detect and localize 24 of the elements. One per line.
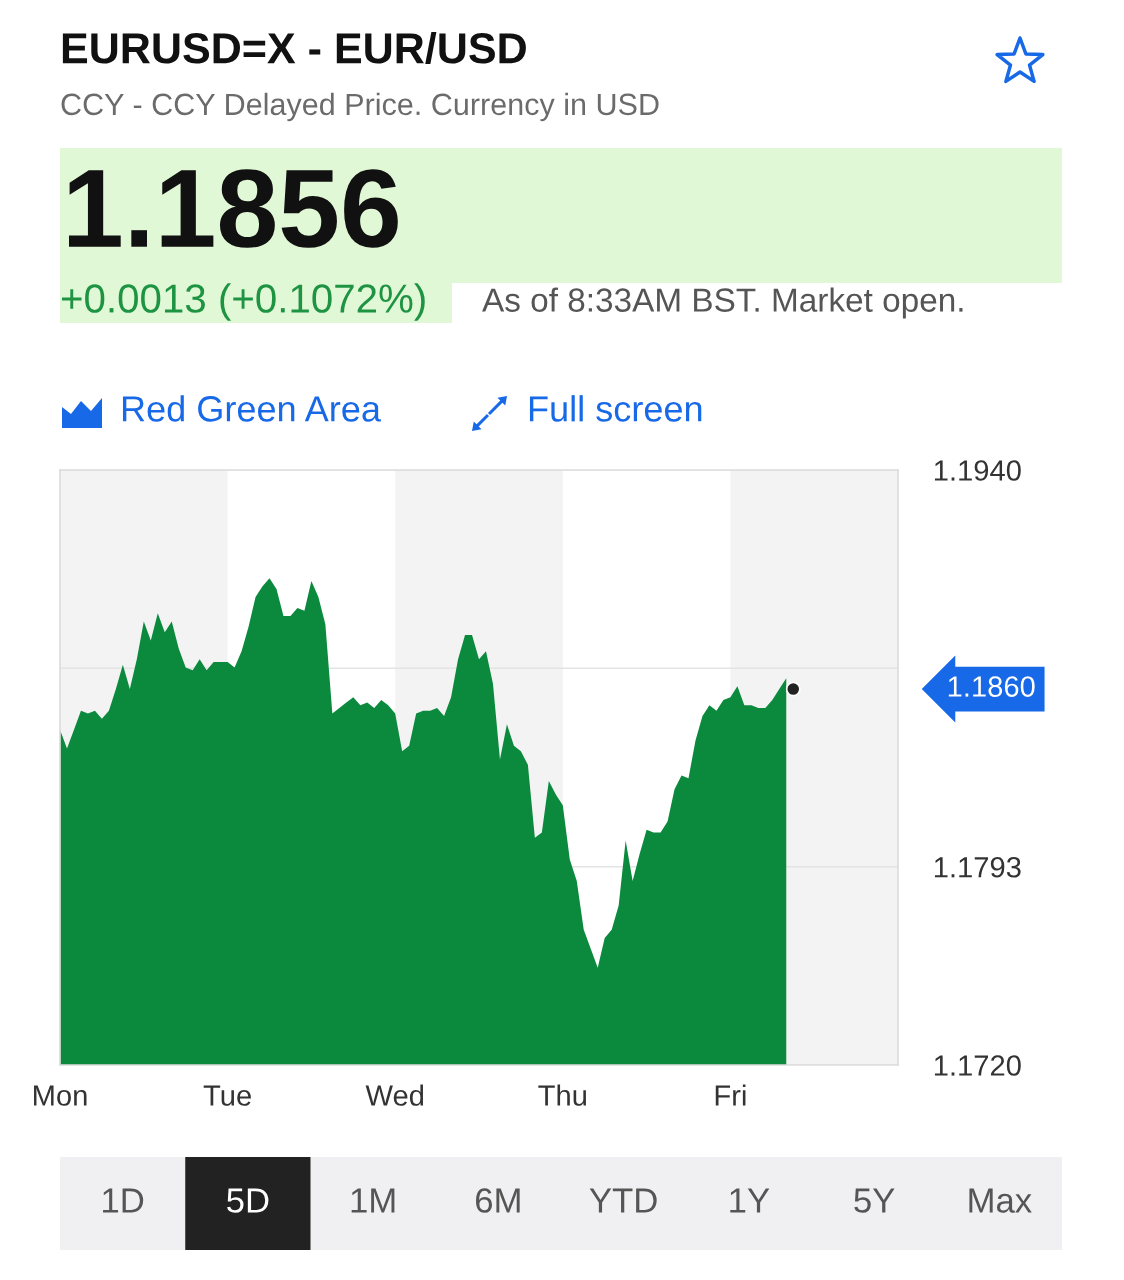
text: 6M — [476, 1188, 520, 1213]
text: 1D — [103, 1188, 144, 1213]
x-tick-label: Mon — [34, 1085, 87, 1106]
text: +0.0013 (+0.1072%) — [61, 283, 425, 321]
chart-subtitle: CCY - CCY Delayed Price. Currency in USD — [61, 92, 659, 122]
chart-title: EURUSD=X - EUR/USD — [62, 31, 526, 64]
y-tick-label: 1.1720 — [934, 1055, 1021, 1076]
text: As of 8:33AM BST. Market open. — [482, 287, 963, 319]
y-tick-label: 1.1940 — [934, 460, 1021, 481]
text: Max — [969, 1188, 1032, 1213]
text: 5Y — [854, 1188, 895, 1213]
text: 5D — [227, 1188, 269, 1213]
y-tick-label: 1.1793 — [934, 856, 1021, 878]
text: 1M — [351, 1188, 395, 1213]
x-tick-label: Tue — [203, 1085, 251, 1106]
x-tick-label: Fri — [715, 1084, 746, 1106]
text: 1Y — [730, 1188, 770, 1213]
text: Red Green Area — [122, 395, 381, 422]
x-tick-label: Thu — [538, 1084, 586, 1106]
text: 1.1860 — [948, 676, 1035, 697]
text: 1.1856 — [69, 169, 398, 248]
text: YTD — [589, 1188, 657, 1213]
x-tick-label: Wed — [365, 1084, 424, 1106]
text: Full screen — [529, 395, 702, 422]
